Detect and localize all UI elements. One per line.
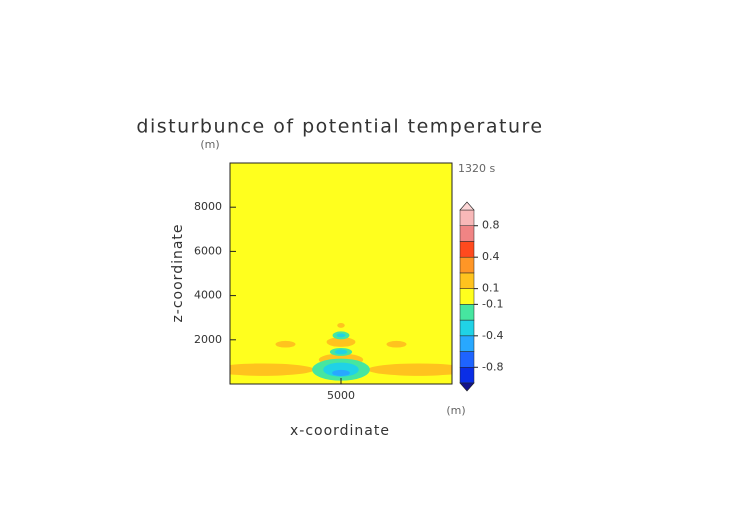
contour-region [337,323,345,328]
x-tick-label: 5000 [327,389,355,402]
colorbar-segment [459,319,475,337]
colorbar-segment [459,351,475,368]
chart-title: disturbunce of potential temperature [136,116,543,138]
colorbar-segment [459,272,475,289]
colorbar-tick-label: 0.8 [482,219,500,232]
contour-region [367,363,452,376]
x-axis-label: x-coordinate [290,423,390,439]
plot-area [230,163,452,384]
colorbar-tick-label: -0.8 [482,360,503,373]
colorbar-tick-label: -0.4 [482,329,503,342]
colorbar-tick-label: 0.1 [482,282,500,295]
x-unit: (m) [446,404,465,417]
y-tick-label: 2000 [194,333,222,346]
y-tick-label: 4000 [194,289,222,302]
y-axis-label: z-coordinate [170,223,186,322]
colorbar-segment [459,335,475,352]
colorbar-segment [459,225,475,242]
contour-region [386,340,407,348]
contour-region [334,349,348,355]
contour-region [230,363,315,376]
contour-region [336,333,346,338]
contour-region [326,337,356,347]
colorbar-under [459,382,475,392]
contour-region [275,340,296,348]
colorbar-segment [459,209,475,226]
contour-region [323,362,359,377]
y-tick-label: 8000 [194,200,222,213]
y-tick-label: 6000 [194,244,222,257]
colorbar-over [459,201,475,211]
colorbar-segment [459,304,475,321]
colorbar-segment [459,256,475,274]
colorbar-segment [459,288,475,305]
y-unit: (m) [200,138,219,151]
colorbar-tick-label: -0.1 [482,297,503,310]
time-label: 1320 s [458,162,495,175]
contour-region [332,369,350,377]
field-background [230,163,452,384]
colorbar-segment [459,367,475,384]
colorbar-segment [459,241,475,258]
colorbar-tick-label: 0.4 [482,250,500,263]
